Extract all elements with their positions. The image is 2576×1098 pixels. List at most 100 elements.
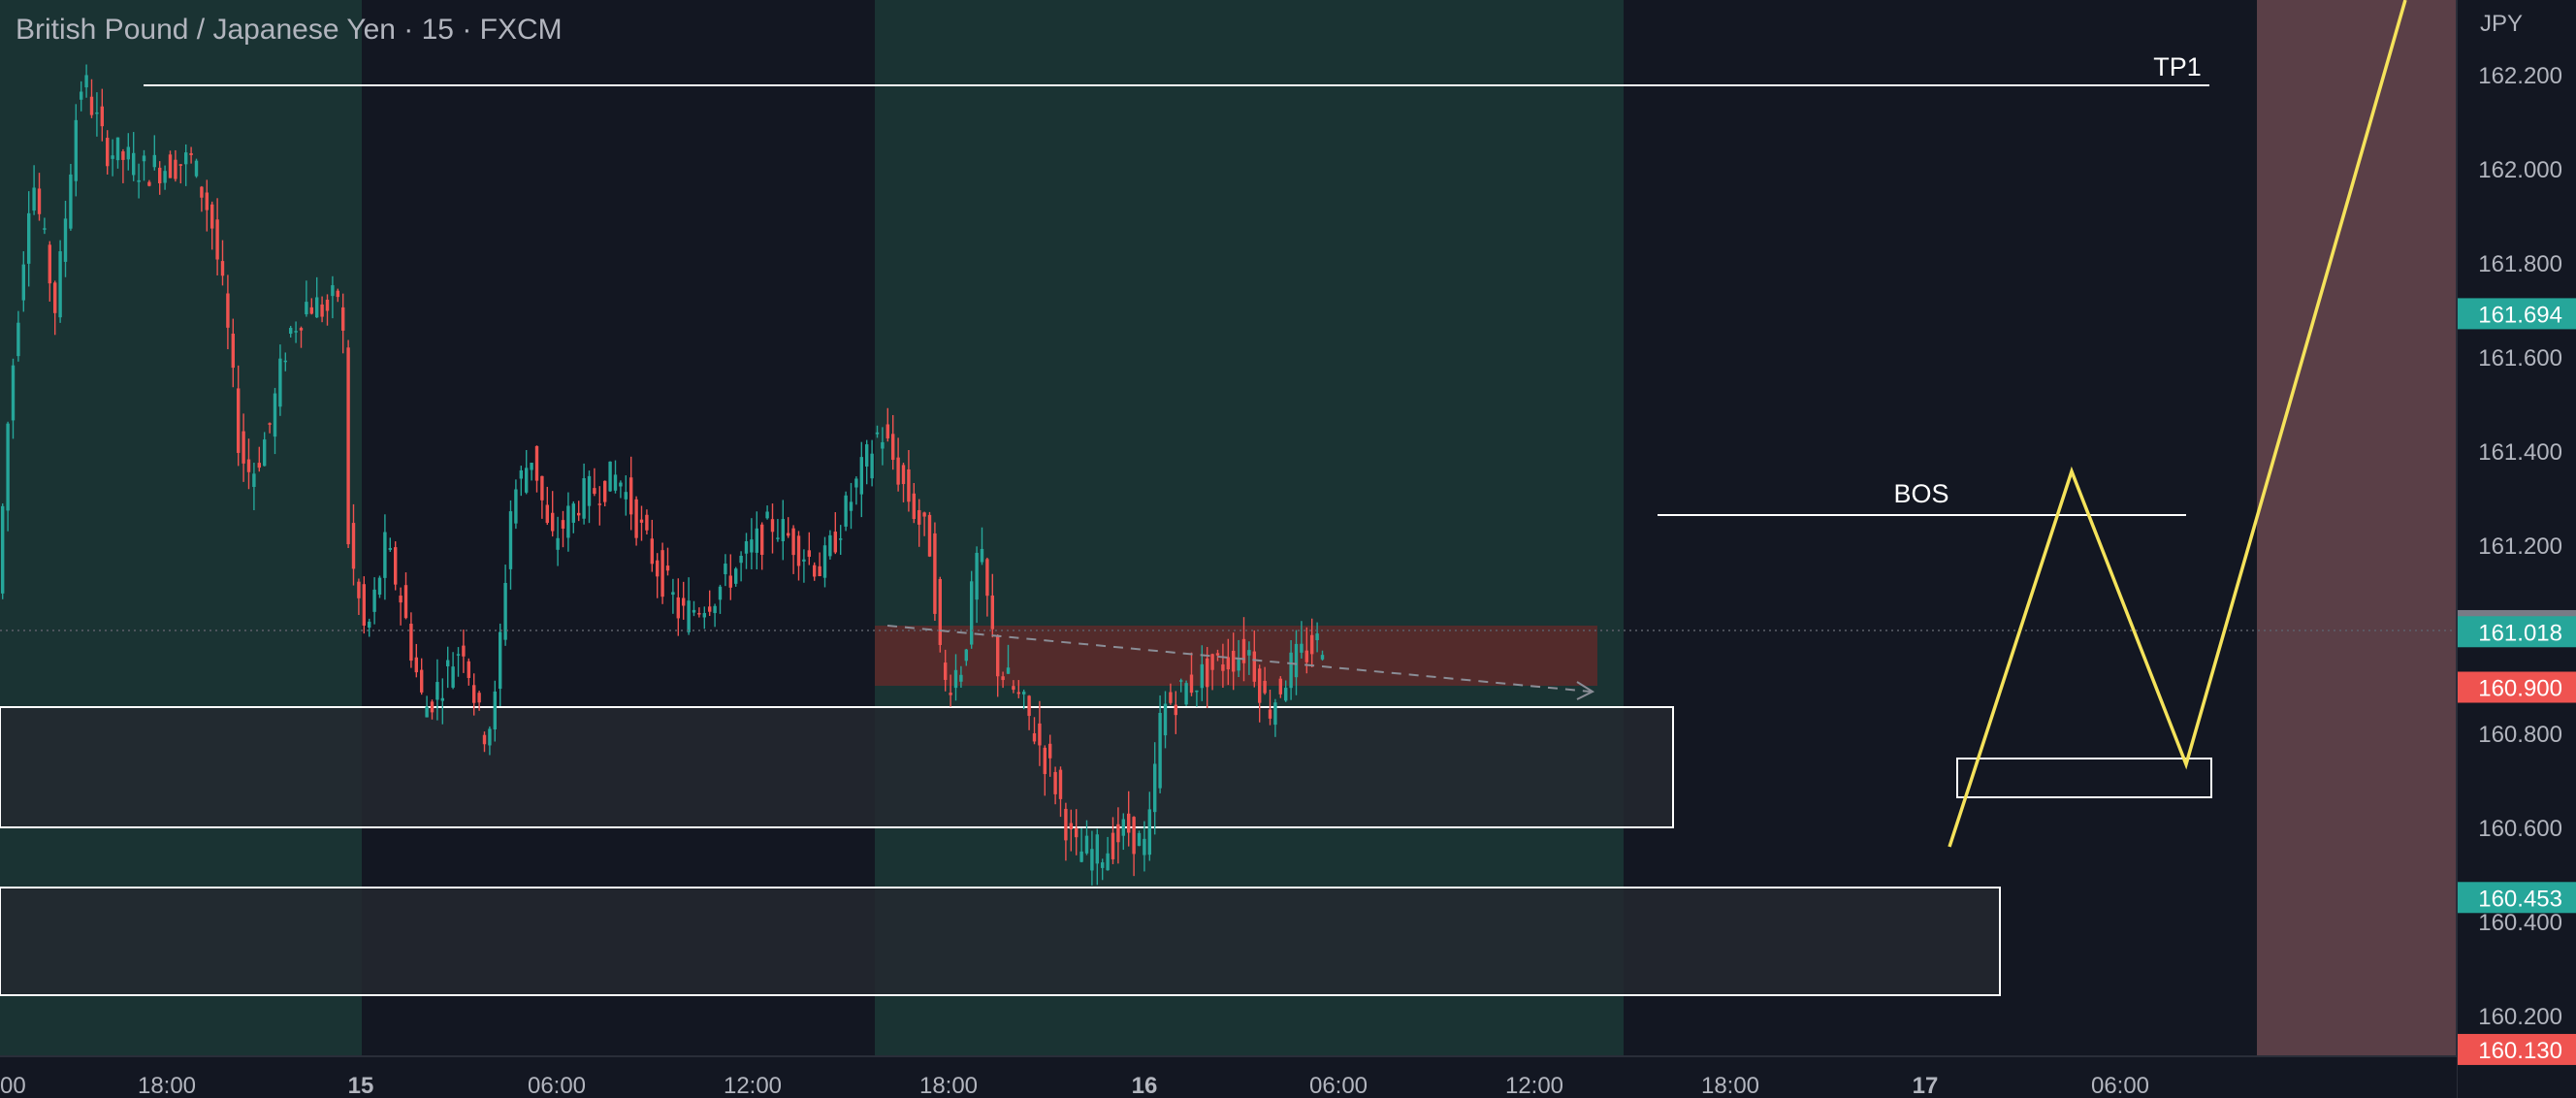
candle-body (1200, 663, 1204, 689)
candle-body (1111, 832, 1115, 859)
candle-body (1137, 832, 1142, 847)
candle-body (1294, 643, 1299, 678)
symbol-title: British Pound / Japanese Yen · 15 · FXCM (16, 14, 563, 46)
candle-body (1184, 683, 1188, 705)
candle-body (11, 365, 16, 421)
candle-body (1310, 634, 1314, 655)
demand-zone-upper[interactable] (0, 706, 1674, 828)
candle-body (619, 482, 623, 487)
candle-body (1273, 702, 1277, 726)
candle-body (1001, 676, 1005, 681)
candle-body (289, 328, 293, 335)
entry-zone[interactable] (1956, 758, 2212, 798)
price-badge (2458, 298, 2576, 330)
candle-body (818, 565, 821, 577)
candle-body (744, 541, 749, 554)
candle-body (953, 669, 958, 689)
dashed-arrow[interactable] (886, 625, 1592, 693)
candle-body (16, 322, 20, 357)
time-axis-label: 16 (1132, 1073, 1158, 1098)
candle-body (645, 514, 649, 531)
candle-body (1079, 851, 1083, 862)
candle-body (89, 96, 94, 115)
candle-body (849, 501, 853, 511)
candle-body (833, 532, 837, 553)
price-axis-currency: JPY (2480, 11, 2523, 37)
candle-body (456, 654, 461, 656)
candle-body (1116, 824, 1120, 843)
candle-body (226, 293, 230, 328)
candle-body (6, 423, 10, 511)
price-tick-label: 161.600 (2478, 345, 2562, 371)
candle-body (1284, 688, 1288, 701)
candle-body (305, 302, 308, 315)
time-axis-labels: 00 18:00 15 06:00 12:00 18:00 16 06:00 12:00 18:0… (0, 1073, 2149, 1098)
candle-body (1206, 658, 1209, 688)
candle-body (394, 547, 398, 585)
candle-body (1252, 651, 1256, 682)
candle-body (624, 492, 628, 500)
candle-body (53, 282, 57, 313)
projection-path[interactable] (1948, 0, 2407, 848)
time-axis-label: 06:00 (528, 1073, 586, 1098)
candle-body (1127, 813, 1131, 833)
candle-body (268, 423, 272, 425)
price-tick-label: 161.400 (2478, 439, 2562, 466)
candle-body (237, 388, 241, 453)
price-badge (2458, 671, 2576, 703)
candle-body (791, 528, 795, 556)
candle-body (1022, 692, 1026, 694)
candle-body (545, 504, 549, 524)
candle-body (27, 212, 31, 264)
candle-body (813, 565, 817, 577)
candle-body (1258, 668, 1262, 703)
candle-body (1043, 747, 1046, 775)
demand-zone-lower[interactable] (0, 887, 2001, 996)
time-axis-label: 18:00 (138, 1073, 196, 1098)
candle-body (519, 469, 523, 479)
candle-body (980, 548, 984, 563)
candle-body (708, 606, 712, 612)
candle-body (63, 218, 68, 262)
candle-body (844, 495, 848, 527)
candle-body (1221, 664, 1225, 671)
candle-body (351, 523, 356, 569)
candle-body (1210, 654, 1214, 670)
price-tick-label: 160.600 (2478, 816, 2562, 842)
dashed-arrow-head (1576, 681, 1595, 700)
candle-body (294, 331, 298, 333)
candle-body (1075, 827, 1079, 838)
candle-body (95, 112, 99, 114)
candle-body (755, 528, 758, 553)
candle-body (1241, 638, 1246, 663)
candle-body (115, 137, 120, 161)
candle-body (1090, 849, 1094, 871)
candle-body (357, 581, 361, 598)
candle-body (278, 358, 282, 407)
candle-body (435, 682, 439, 700)
candle-body (320, 304, 324, 317)
candle-body (1163, 703, 1168, 736)
price-badge (2458, 882, 2576, 914)
candle-body (875, 432, 880, 435)
candle-body (21, 264, 25, 301)
candle-body (503, 582, 507, 640)
price-badge-label: 160.130 (2478, 1038, 2562, 1064)
candle-body (687, 600, 691, 632)
candle-body (37, 188, 42, 214)
candle-body (331, 285, 335, 297)
candle-body (634, 499, 638, 538)
candle-body (639, 519, 644, 523)
candle-body (629, 477, 633, 515)
candle-body (1053, 771, 1057, 794)
candle-body (74, 119, 78, 181)
candle-body (137, 179, 141, 182)
candle-body (1101, 862, 1105, 868)
candle-body (220, 261, 225, 276)
time-axis-label: 15 (348, 1073, 374, 1098)
candle-body (472, 685, 476, 703)
candle-body (964, 649, 968, 662)
candle-body (996, 636, 1000, 677)
